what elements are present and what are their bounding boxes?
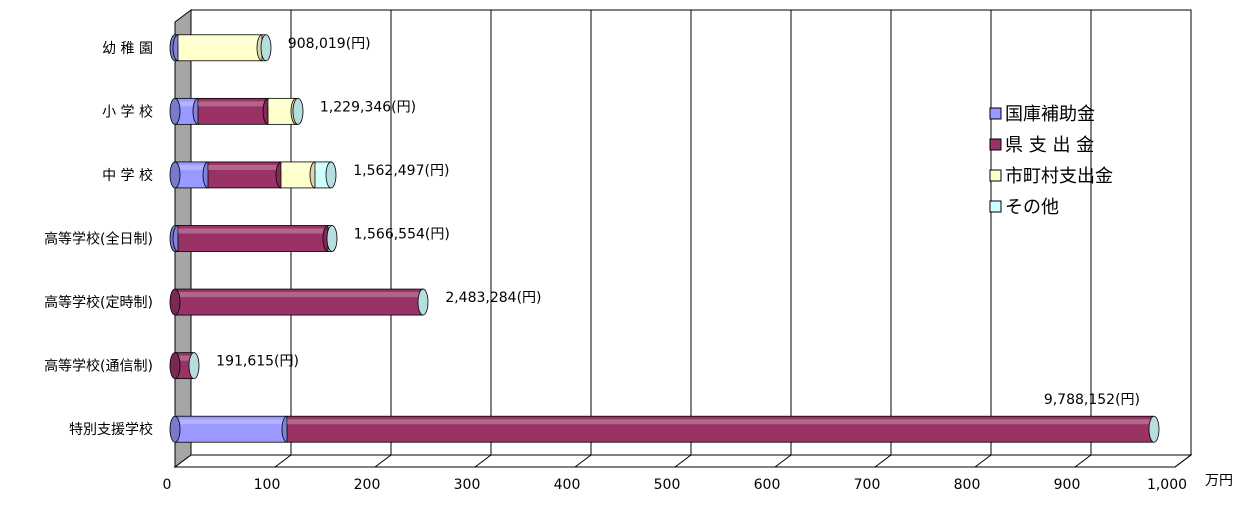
x-tick-label: 300 <box>454 477 481 493</box>
bar-highlight <box>175 292 423 297</box>
bar-highlight <box>281 165 315 170</box>
bar-end-cap <box>189 353 199 379</box>
x-tick-label: 1,000 <box>1147 477 1187 493</box>
bar-start-cap <box>170 98 180 124</box>
data-label: 9,788,152(円) <box>1044 392 1140 408</box>
x-tick-label: 700 <box>854 477 881 493</box>
bar-start-cap <box>170 353 180 379</box>
bar-highlight <box>287 419 1154 424</box>
legend-label: その他 <box>1005 197 1059 218</box>
category-label: 特別支援学校 <box>69 421 153 438</box>
bar-highlight <box>175 165 208 170</box>
bar-start-cap <box>170 289 180 315</box>
data-label: 908,019(円) <box>288 36 371 52</box>
data-label: 1,229,346(円) <box>320 99 416 115</box>
x-tick-label: 900 <box>1054 477 1081 493</box>
bar-segment <box>170 416 292 442</box>
bar-end-cap <box>418 289 428 315</box>
legend-swatch <box>990 108 1001 119</box>
x-tick-label: 500 <box>654 477 681 493</box>
data-label: 1,562,497(円) <box>353 163 449 179</box>
bar-highlight <box>208 165 281 170</box>
bar-highlight <box>175 419 287 424</box>
category-label: 高等学校(通信制) <box>44 358 153 375</box>
bar-start-cap <box>170 416 180 442</box>
bar-segment <box>198 98 273 124</box>
bar-segment <box>261 35 271 61</box>
bar-segment <box>178 35 267 61</box>
x-tick-label: 600 <box>754 477 781 493</box>
legend-swatch <box>990 170 1001 181</box>
data-label: 1,566,554(円) <box>354 227 450 243</box>
bar-end-cap <box>327 226 337 252</box>
bar-segment <box>170 289 428 315</box>
bar-segment <box>170 353 199 379</box>
bar-segment <box>293 98 303 124</box>
bar-start-cap <box>170 162 180 188</box>
category-label: 高等学校(定時制) <box>44 294 153 311</box>
legend-label: 市町村支出金 <box>1005 166 1113 187</box>
category-label: 小 学 校 <box>102 103 153 120</box>
x-tick-label: 400 <box>554 477 581 493</box>
bar-highlight <box>178 38 262 43</box>
data-label: 191,615(円) <box>216 354 299 370</box>
bar-highlight <box>198 101 268 106</box>
category-label: 幼 稚 園 <box>102 41 153 57</box>
x-tick-label: 0 <box>163 477 172 493</box>
x-unit-label: 万円 <box>1205 473 1233 489</box>
bar-end-cap <box>1149 416 1159 442</box>
x-tick-labels: 0 100 200 300 400 500 600 700 800 900 1,000 <box>163 477 1188 493</box>
data-label: 2,483,284(円) <box>445 290 541 306</box>
bar-segment <box>208 162 286 188</box>
bar-segment <box>178 226 333 252</box>
legend-swatch <box>990 139 1001 150</box>
category-label: 高等学校(全日制) <box>44 231 153 248</box>
bar-end-cap <box>261 35 271 61</box>
bar-segment <box>281 162 320 188</box>
legend-swatch <box>990 201 1001 212</box>
bar-end-cap <box>293 98 303 124</box>
bar-segment <box>327 226 337 252</box>
x-tick-label: 100 <box>254 477 281 493</box>
bar-end-cap <box>326 162 336 188</box>
bar-segment <box>170 162 213 188</box>
bar-segment <box>315 162 336 188</box>
x-tick-label: 200 <box>354 477 381 493</box>
legend-label: 国庫補助金 <box>1005 104 1095 125</box>
x-tick-label: 800 <box>954 477 981 493</box>
legend-label: 県 支 出 金 <box>1005 135 1094 156</box>
bar-highlight <box>178 229 328 234</box>
bar-segment <box>287 416 1159 442</box>
category-label: 中 学 校 <box>102 167 153 184</box>
